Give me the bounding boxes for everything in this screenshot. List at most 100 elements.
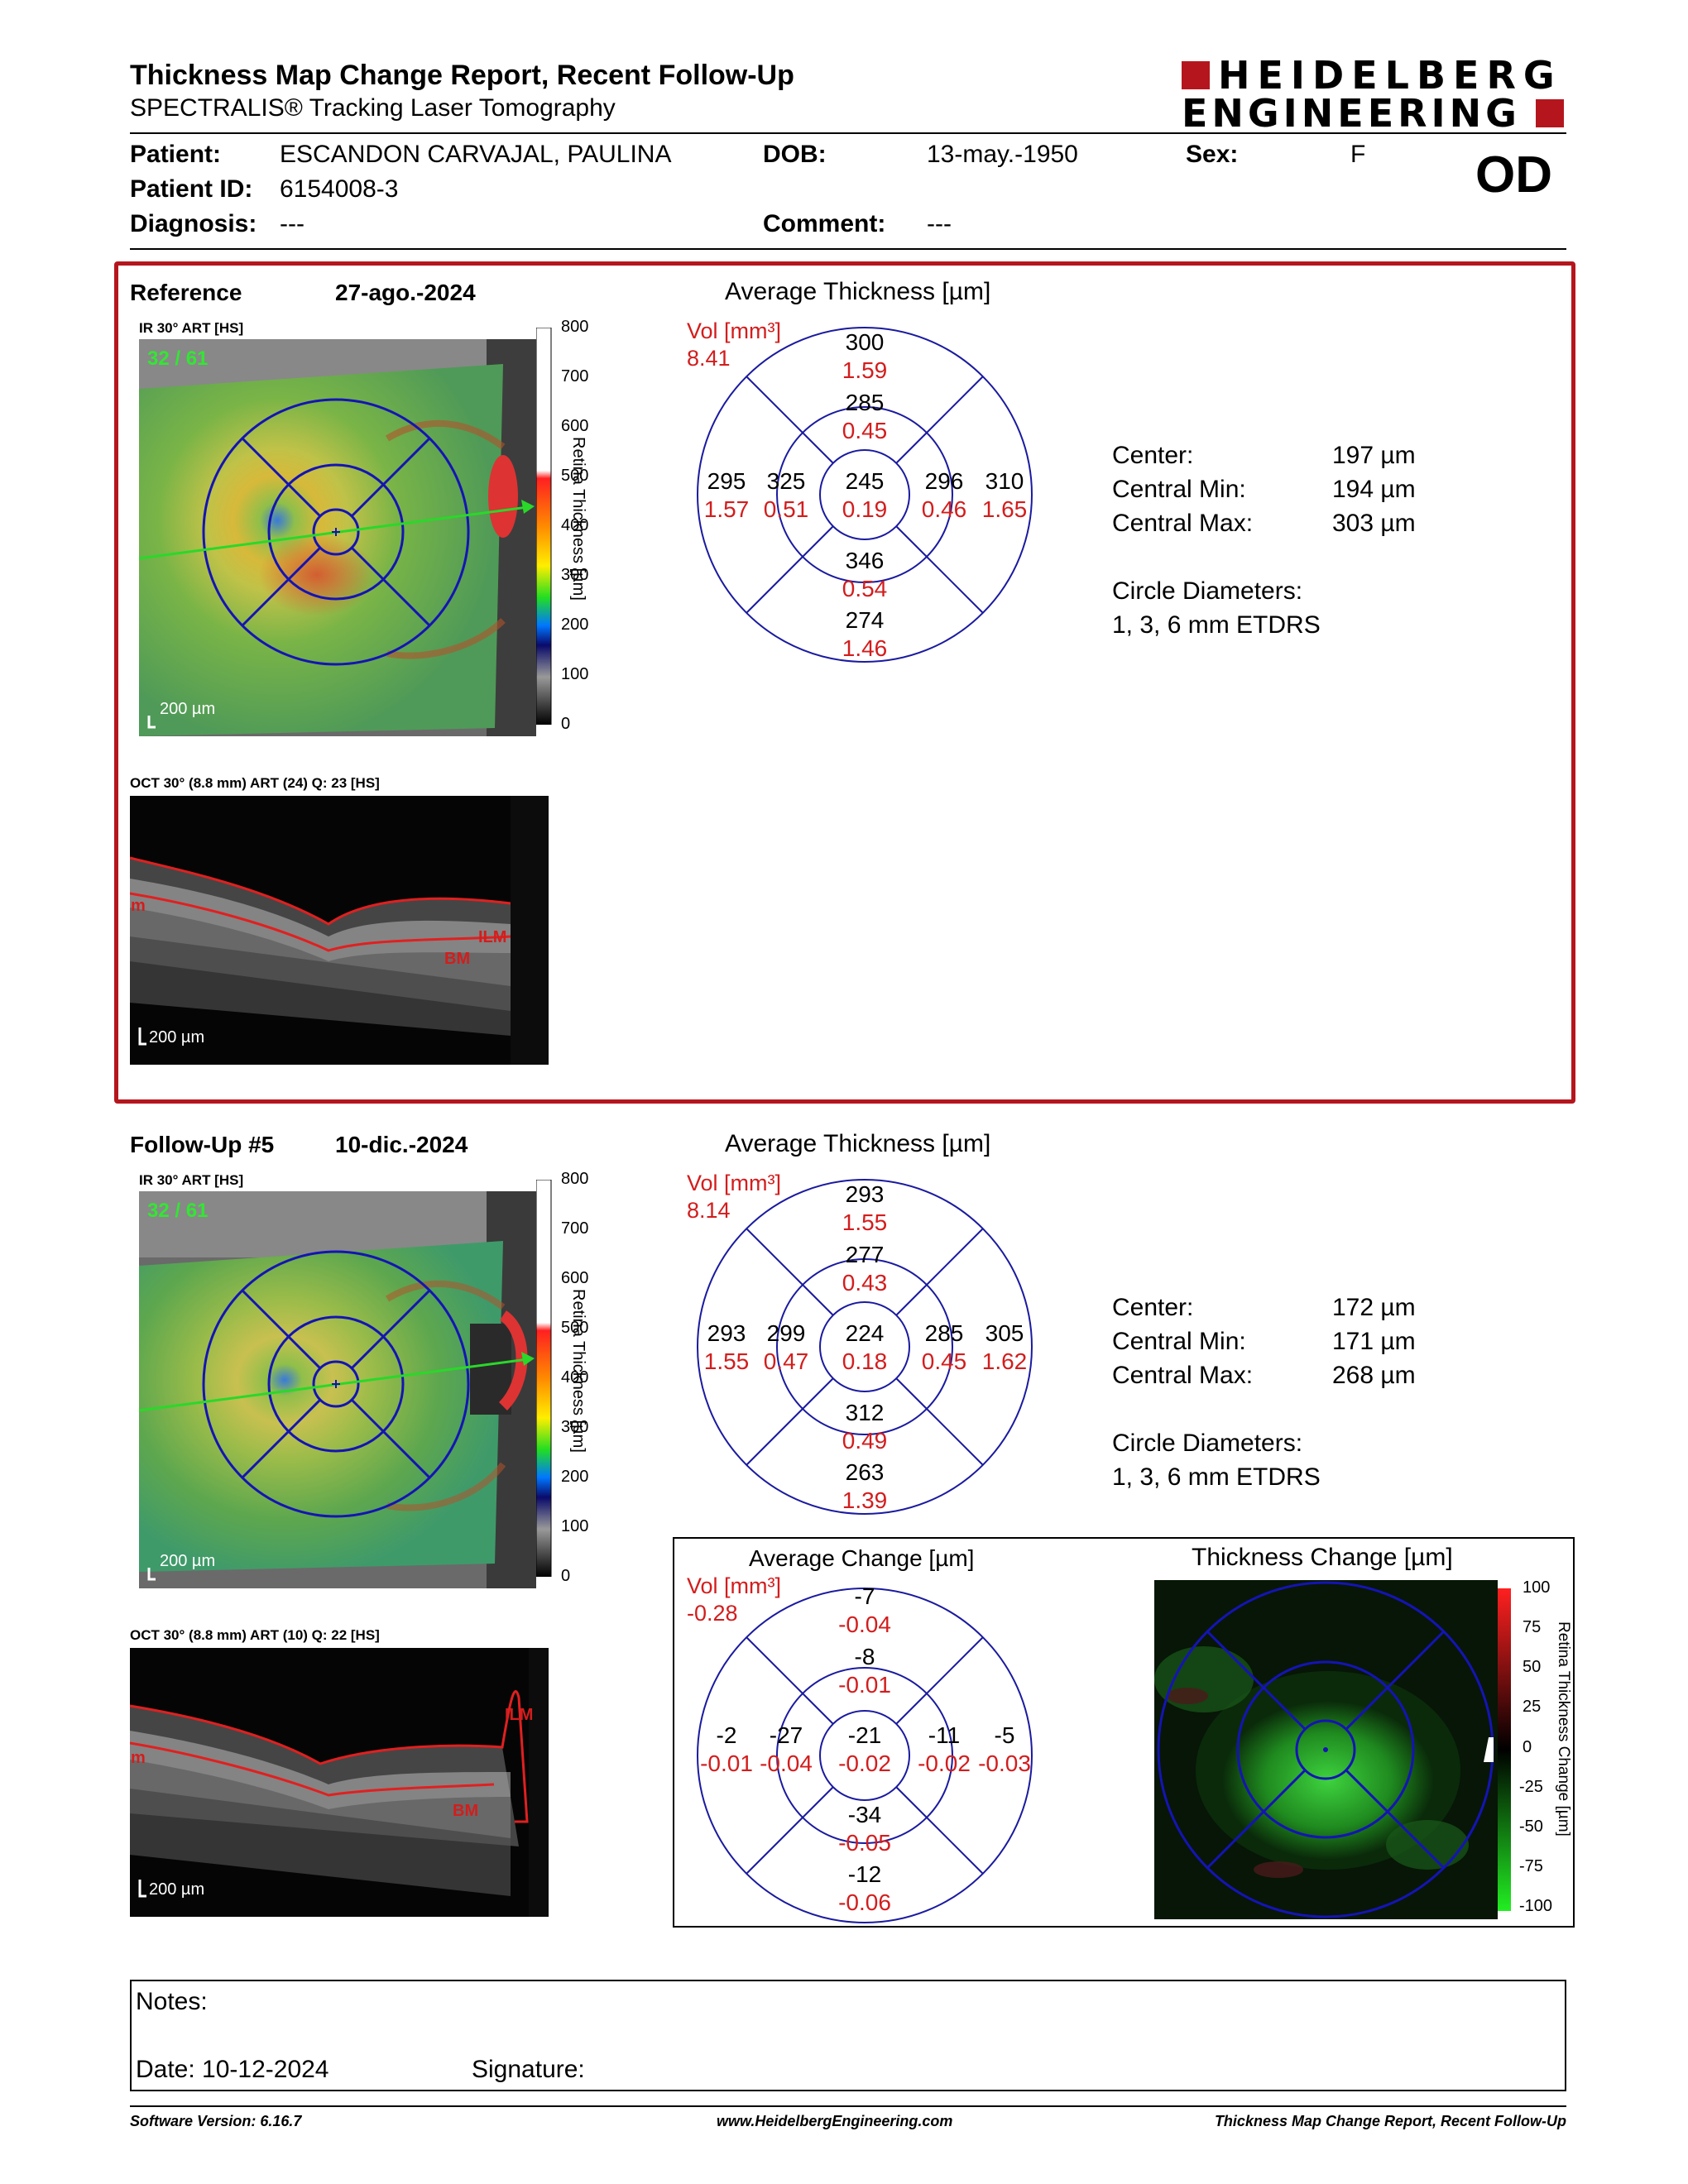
thickness-change-map xyxy=(1154,1580,1498,1919)
chg-tick-25: 25 xyxy=(1523,1698,1542,1716)
reference-label: Reference xyxy=(130,280,242,305)
followup-etdrs-grid xyxy=(697,1179,1033,1515)
ref-tick-300: 300 xyxy=(561,566,589,584)
fu-tick-0: 0 xyxy=(561,1567,571,1585)
reference-oct-bm-label: BM xyxy=(444,950,471,968)
ref-inner-right-thickness: 296 xyxy=(924,468,964,494)
fu-outer-top-volume: 1.55 xyxy=(842,1209,888,1235)
fu-tick-600: 600 xyxy=(561,1269,589,1287)
chg-inner-right-volume: -0.02 xyxy=(918,1751,971,1776)
reference-colorbar xyxy=(536,328,552,725)
ref-center-label: Center: xyxy=(1112,442,1194,469)
chg-outer-right-thickness: -5 xyxy=(994,1722,1015,1748)
fu-circles-label: Circle Diameters: xyxy=(1112,1430,1303,1457)
reference-frame-count: 32 / 61 xyxy=(147,347,209,370)
ref-circles-value: 1, 3, 6 mm ETDRS xyxy=(1112,611,1321,639)
followup-date: 10-dic.-2024 xyxy=(335,1132,468,1157)
followup-vol-label: Vol [mm³] xyxy=(687,1171,782,1195)
logo-red-square-bottom xyxy=(1536,99,1564,127)
ref-outer-right-thickness: 310 xyxy=(985,468,1024,494)
ref-inner-right-volume: 0.46 xyxy=(921,496,967,522)
chg-inner-bottom-volume: -0.05 xyxy=(838,1830,891,1856)
fu-outer-left-thickness: 293 xyxy=(707,1320,746,1346)
ref-outer-top-thickness: 300 xyxy=(845,329,885,355)
fu-tick-200: 200 xyxy=(561,1468,589,1486)
reference-oct-caption: OCT 30° (8.8 mm) ART (24) Q: 23 [HS] xyxy=(130,775,380,791)
chg-inner-left-thickness: -27 xyxy=(769,1722,803,1748)
followup-oct-m-label: m xyxy=(131,1749,146,1767)
footer-software-version: Software Version: 6.16.7 xyxy=(130,2113,302,2129)
diagnosis-label: Diagnosis: xyxy=(130,210,257,237)
fu-inner-top-volume: 0.43 xyxy=(842,1270,888,1296)
chg-tick-minus25: -25 xyxy=(1519,1778,1543,1796)
chg-outer-top-thickness: -7 xyxy=(854,1583,875,1609)
chg-outer-left-volume: -0.01 xyxy=(700,1751,753,1776)
ref-outer-right-volume: 1.65 xyxy=(981,496,1028,522)
fu-inner-left-thickness: 299 xyxy=(766,1320,806,1346)
followup-frame-count: 32 / 61 xyxy=(147,1200,209,1222)
chg-tick-minus50: -50 xyxy=(1519,1818,1543,1836)
chg-inner-bottom-thickness: -34 xyxy=(847,1802,882,1827)
ref-tick-500: 500 xyxy=(561,467,589,485)
ref-tick-700: 700 xyxy=(561,367,589,386)
ref-center-value: 197 µm xyxy=(1332,442,1416,469)
report-subtitle: SPECTRALIS® Tracking Laser Tomography xyxy=(130,94,616,122)
chg-outer-left-thickness: -2 xyxy=(716,1722,737,1748)
chg-outer-bottom-volume: -0.06 xyxy=(838,1889,891,1915)
followup-oct-caption: OCT 30° (8.8 mm) ART (10) Q: 22 [HS] xyxy=(130,1627,380,1643)
reference-vol-total: 8.41 xyxy=(687,346,731,371)
ref-outer-bottom-thickness: 274 xyxy=(845,607,885,633)
eye-label: OD xyxy=(1475,146,1552,204)
chg-center-thickness: -21 xyxy=(847,1722,882,1748)
fu-tick-100: 100 xyxy=(561,1517,589,1535)
change-panel xyxy=(673,1537,1575,1928)
diagnosis-value: --- xyxy=(280,210,305,237)
ref-inner-bottom-thickness: 346 xyxy=(845,548,885,573)
heidelberg-logo: HEIDELBERG ENGINEERING xyxy=(1182,53,1566,136)
patient-id-value: 6154008-3 xyxy=(280,175,399,203)
chg-tick-50: 50 xyxy=(1523,1658,1542,1676)
change-vol-total: -0.28 xyxy=(687,1601,738,1626)
fu-center-value: 172 µm xyxy=(1332,1294,1416,1321)
reference-scale-bar: 200 µm xyxy=(160,700,216,718)
chg-outer-right-volume: -0.03 xyxy=(978,1751,1031,1776)
ref-tick-0: 0 xyxy=(561,715,571,733)
reference-panel xyxy=(114,261,1575,1104)
ref-tick-800: 800 xyxy=(561,318,589,336)
followup-fundus-thickness-map xyxy=(139,1191,536,1588)
chg-center-volume: -0.02 xyxy=(838,1751,891,1776)
fu-inner-bottom-thickness: 312 xyxy=(845,1400,885,1425)
logo-line2: ENGINEERING xyxy=(1182,91,1521,136)
ref-inner-top-volume: 0.45 xyxy=(842,418,888,443)
reference-colorbar-title: Retina Thickness [µm] xyxy=(569,437,587,601)
followup-vol-total: 8.14 xyxy=(687,1198,731,1223)
patient-label: Patient: xyxy=(130,141,222,168)
ref-inner-bottom-volume: 0.54 xyxy=(842,576,888,601)
chg-outer-top-volume: -0.04 xyxy=(838,1612,891,1637)
notes-label: Notes: xyxy=(136,1988,208,2015)
fu-tick-700: 700 xyxy=(561,1219,589,1238)
dob-label: DOB: xyxy=(763,141,827,168)
dob-value: 13-may.-1950 xyxy=(927,141,1078,168)
reference-vol-label: Vol [mm³] xyxy=(687,318,782,343)
followup-label: Follow-Up #5 xyxy=(130,1132,275,1157)
followup-colorbar-title: Retina Thickness [µm] xyxy=(569,1289,587,1453)
ref-min-label: Central Min: xyxy=(1112,476,1246,503)
reference-oct-m-label: m xyxy=(131,897,146,915)
fu-circles-value: 1, 3, 6 mm ETDRS xyxy=(1112,1463,1321,1491)
patient-id-label: Patient ID: xyxy=(130,175,253,203)
ref-outer-top-volume: 1.59 xyxy=(842,357,888,383)
notes-box[interactable] xyxy=(130,1980,1566,2091)
report-title: Thickness Map Change Report, Recent Foll… xyxy=(130,60,794,91)
fu-max-label: Central Max: xyxy=(1112,1362,1254,1389)
logo-line1: HEIDELBERG xyxy=(1218,53,1562,98)
reference-grid-title: Average Thickness [µm] xyxy=(725,278,991,305)
fu-outer-right-volume: 1.62 xyxy=(981,1348,1028,1374)
comment-value: --- xyxy=(927,210,952,237)
logo-red-square-top xyxy=(1182,61,1210,89)
ref-circles-label: Circle Diameters: xyxy=(1112,577,1303,605)
reference-oct-scale: 200 µm xyxy=(149,1028,205,1046)
footer-website[interactable]: www.HeidelbergEngineering.com xyxy=(717,2113,953,2129)
fu-tick-800: 800 xyxy=(561,1170,589,1188)
fu-min-label: Central Min: xyxy=(1112,1328,1246,1355)
